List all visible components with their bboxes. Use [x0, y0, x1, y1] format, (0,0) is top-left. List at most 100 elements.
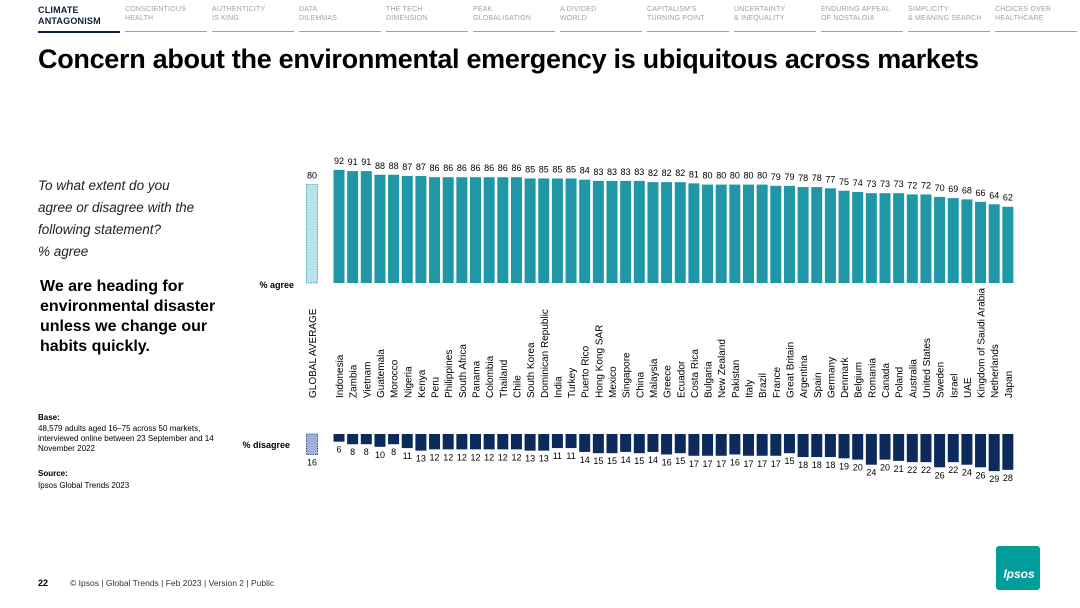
- agree-bar: [456, 177, 468, 283]
- nav-tab-label: GLOBALISATION: [473, 15, 532, 22]
- nav-tab-label: DIMENSION: [386, 15, 428, 22]
- agree-label: 86: [498, 163, 508, 173]
- disagree-label: 15: [607, 456, 617, 466]
- agree-label: 78: [812, 173, 822, 183]
- disagree-bar: [688, 434, 700, 456]
- disagree-bar: [360, 434, 372, 445]
- category-label: Morocco: [390, 359, 401, 398]
- disagree-bar: [756, 434, 768, 456]
- disagree-bar: [551, 434, 563, 449]
- agree-bar: [961, 199, 973, 283]
- category-label: Sweden: [936, 362, 947, 398]
- disagree-bar: [988, 434, 1000, 472]
- agree-label: 77: [825, 174, 835, 184]
- category-label: Belgium: [854, 362, 865, 398]
- disagree-label: 12: [443, 452, 453, 462]
- disagree-label: 13: [416, 454, 426, 464]
- agree-label: 79: [771, 172, 781, 182]
- disagree-bar: [579, 434, 591, 452]
- category-label: Canada: [881, 363, 892, 398]
- nav-tab-label: CAPITALISM'S: [647, 6, 697, 13]
- disagree-label: 8: [391, 447, 396, 457]
- disagree-label: 22: [921, 465, 931, 475]
- agree-label: 85: [552, 164, 562, 174]
- category-label: Greece: [663, 365, 674, 398]
- agree-label: 72: [921, 180, 931, 190]
- disagree-bar: [483, 434, 495, 450]
- disagree-bar: [947, 434, 959, 463]
- agree-bar: [975, 201, 987, 283]
- nav-tab-label: & INEQUALITY: [734, 15, 785, 22]
- agree-bar: [988, 204, 1000, 283]
- disagree-label: 14: [580, 455, 590, 465]
- disagree-label: 8: [364, 447, 369, 457]
- nav-tab: CAPITALISM'S TURNING POINT: [647, 5, 729, 32]
- agree-bar: [770, 185, 782, 283]
- disagree-label: 12: [498, 452, 508, 462]
- question-line: following statement?: [38, 222, 162, 237]
- footer-text: © Ipsos | Global Trends | Feb 2023 | Ver…: [70, 578, 275, 588]
- agree-label: 85: [525, 164, 535, 174]
- category-label: Kenya: [417, 369, 428, 398]
- agree-bar: [688, 183, 700, 283]
- agree-label: 80: [757, 171, 767, 181]
- agree-bar: [1002, 206, 1014, 283]
- disagree-bar: [743, 434, 754, 456]
- agree-label: 68: [962, 185, 972, 195]
- disagree-bar: [647, 434, 659, 452]
- disagree-bar: [797, 434, 809, 458]
- category-label: Netherlands: [990, 344, 1001, 398]
- disagree-bar: [429, 434, 441, 450]
- source-text: Ipsos Global Trends 2023: [38, 481, 130, 490]
- agree-label: 82: [648, 168, 658, 178]
- disagree-label: 12: [430, 452, 440, 462]
- nav-tab-label: CLIMATE: [38, 5, 79, 15]
- logo-text: Ipsos: [1003, 567, 1035, 581]
- category-label: France: [772, 366, 783, 398]
- category-label: Philippines: [444, 350, 455, 398]
- agree-bar: [429, 177, 441, 283]
- nav-tab-label: UNCERTAINTY: [734, 6, 786, 13]
- agree-bar: [756, 184, 768, 283]
- nav-tab-label: TURNING POINT: [647, 15, 705, 22]
- category-label: Ecuador: [676, 360, 687, 398]
- agree-label: 80: [703, 171, 713, 181]
- agree-label: 81: [689, 169, 699, 179]
- agree-label: 80: [730, 171, 740, 181]
- disagree-bar: [333, 434, 345, 442]
- agree-label: 83: [593, 167, 603, 177]
- category-label: Malaysia: [649, 358, 660, 398]
- agree-bar: [497, 177, 509, 283]
- disagree-label: 17: [716, 459, 726, 469]
- statement: We are heading for environmental disaster…: [40, 277, 215, 357]
- disagree-bar: [633, 434, 645, 454]
- category-label: Indonesia: [335, 354, 346, 398]
- agree-bar: [538, 178, 550, 283]
- disagree-label: 26: [976, 470, 986, 480]
- category-label: Mexico: [608, 366, 619, 398]
- statement-line: We are heading for: [40, 278, 184, 295]
- agree-label: 74: [853, 178, 863, 188]
- agree-label: 70: [935, 183, 945, 193]
- disagree-bar: [470, 434, 481, 450]
- disagree-label: 14: [621, 455, 631, 465]
- disagree-bar: [347, 434, 359, 445]
- category-label: Italy: [745, 380, 756, 398]
- agree-label: 88: [375, 161, 385, 171]
- agree-bar: [360, 171, 372, 283]
- statement-line: unless we change our: [40, 318, 208, 335]
- disagree-label: 15: [784, 456, 794, 466]
- disagree-label: 18: [798, 460, 808, 470]
- category-label: Kingdom of Saudi Arabia: [977, 287, 988, 398]
- agree-bar: [838, 190, 850, 283]
- nav-tab: SIMPLICITY & MEANING SEARCH: [908, 5, 990, 32]
- disagree-label: 12: [484, 452, 494, 462]
- source-heading: Source:: [38, 469, 68, 478]
- agree-bar: [333, 169, 345, 283]
- nav-tab-label: AUTHENTICITY: [212, 6, 266, 13]
- disagree-bar: [1002, 434, 1014, 470]
- disagree-label: 13: [539, 454, 549, 464]
- disagree-label: 15: [593, 456, 603, 466]
- nav-tab-label: IS KING: [212, 15, 240, 22]
- category-label: Spain: [813, 372, 824, 398]
